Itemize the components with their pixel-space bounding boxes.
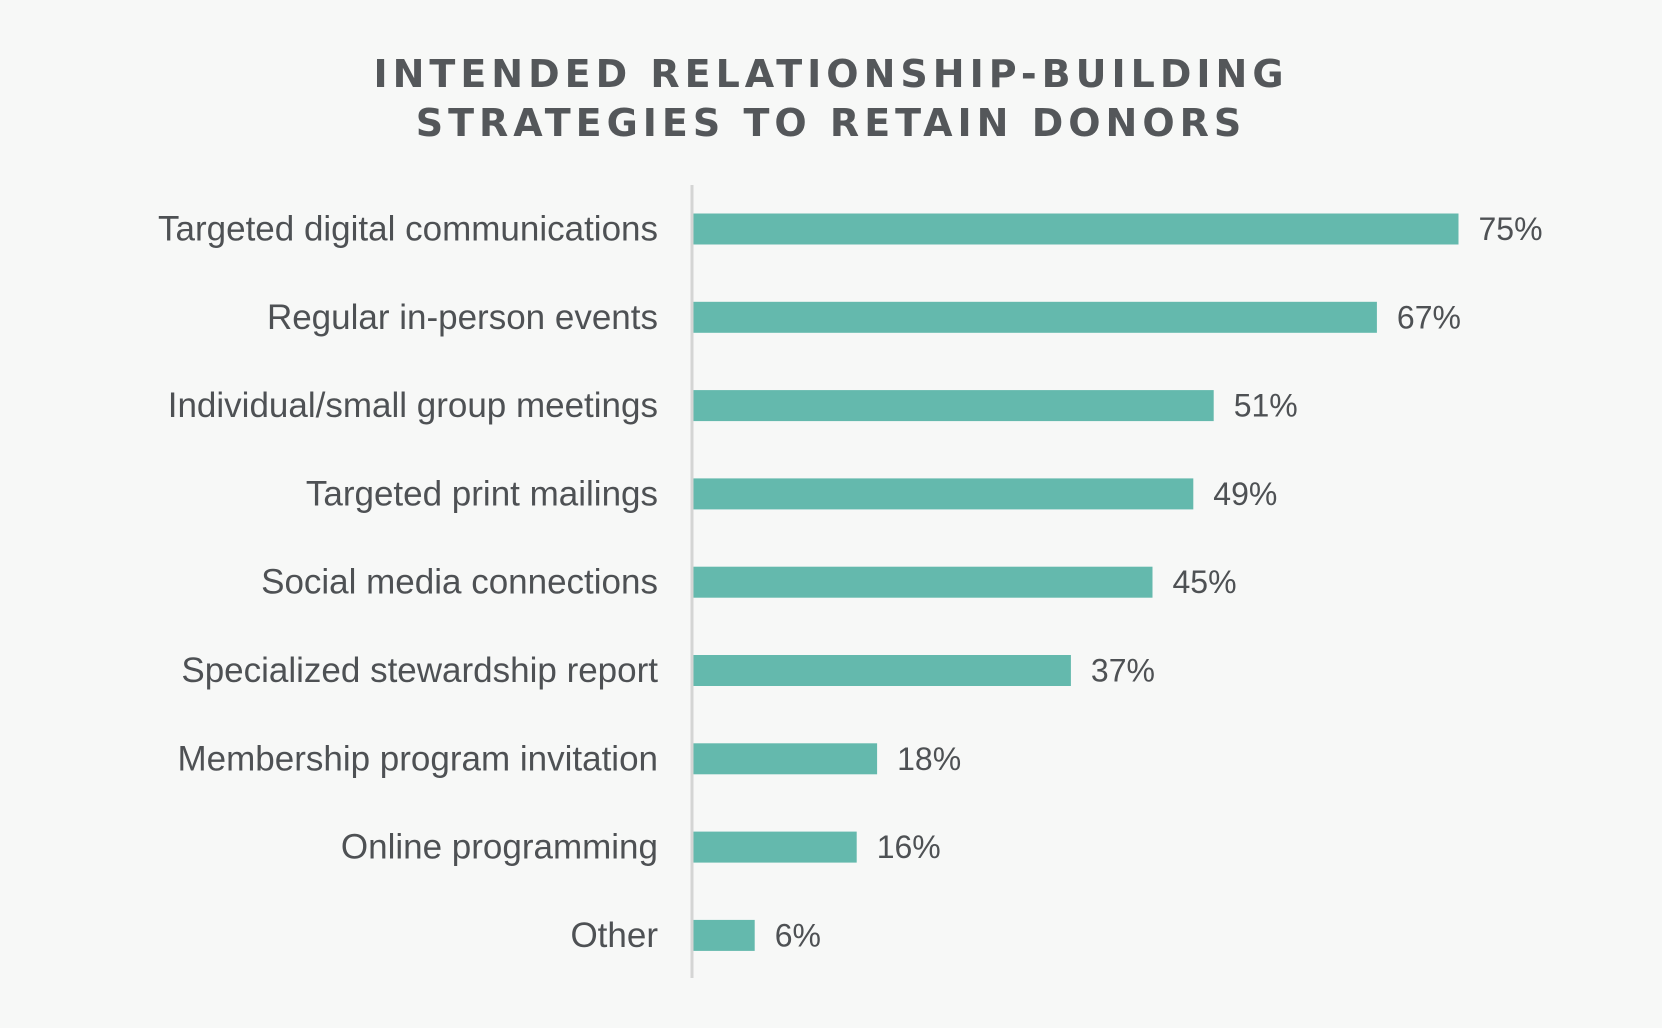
bar	[693, 390, 1214, 422]
category-label: Specialized stewardship report	[181, 651, 658, 690]
bar-series: Targeted digital communications 75% Regula…	[158, 210, 1543, 955]
category-label: Other	[570, 916, 658, 955]
bar	[693, 831, 857, 863]
bar	[693, 478, 1194, 510]
value-label: 37%	[1091, 653, 1155, 689]
value-label: 75%	[1479, 211, 1543, 247]
category-label: Regular in-person events	[267, 298, 658, 337]
bar	[693, 213, 1459, 245]
category-label: Targeted digital communications	[158, 210, 658, 249]
bar	[693, 919, 755, 951]
bar	[693, 301, 1377, 333]
value-label: 16%	[877, 829, 941, 865]
value-label: 51%	[1234, 388, 1298, 424]
category-label: Membership program invitation	[178, 739, 658, 778]
value-label: 18%	[897, 741, 961, 777]
chart-title-line-2: STRATEGIES TO RETAIN DONORS	[415, 101, 1247, 145]
value-label: 67%	[1397, 299, 1461, 335]
bar	[693, 566, 1153, 598]
value-label: 49%	[1213, 476, 1277, 512]
category-label: Targeted print mailings	[306, 474, 658, 513]
chart-title-line-1: INTENDED RELATIONSHIP-BUILDING	[373, 52, 1289, 96]
category-label: Online programming	[341, 828, 658, 867]
bar	[693, 655, 1071, 686]
category-label: Individual/small group meetings	[168, 386, 658, 425]
value-label: 45%	[1173, 564, 1237, 600]
category-label: Social media connections	[261, 563, 658, 602]
value-label: 6%	[775, 917, 821, 953]
bar	[693, 743, 878, 775]
